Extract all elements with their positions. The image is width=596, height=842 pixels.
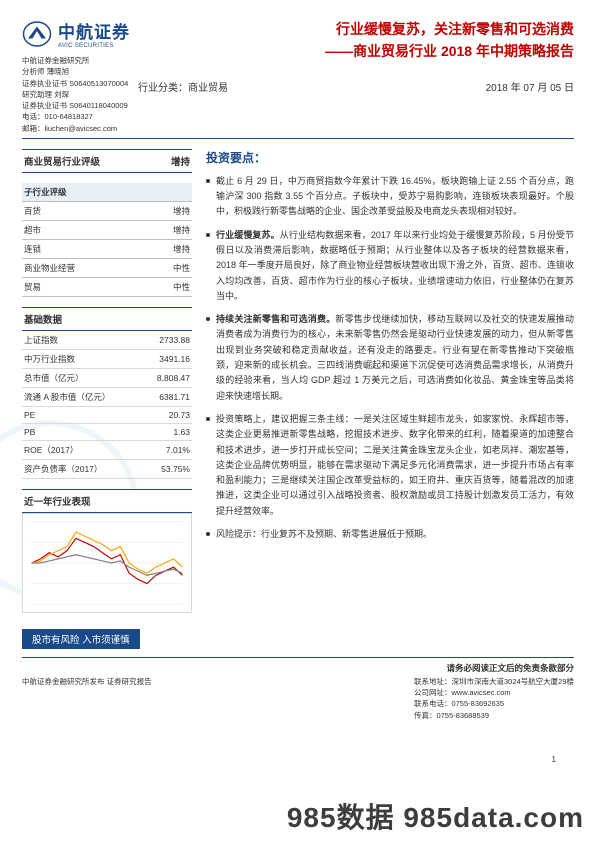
sub-rating-title: 子行业评级	[22, 183, 192, 202]
bullet-item: 行业缓慢复苏。从行业结构数据来看，2017 年以来行业均处于缓慢复苏阶段，5 月…	[206, 228, 574, 304]
industry-rating-value: 增持	[171, 154, 190, 168]
meta-analyst: 分析师 薄晓旭	[22, 66, 130, 77]
basic-data-title: 基础数据	[22, 307, 192, 331]
meta-email: 邮箱：liuchen@avicsec.com	[22, 123, 130, 134]
bullet-text: 持续关注新零售和可选消费。新零售步伐继续加快，移动互联网以及社交的快速发展推动消…	[216, 312, 574, 404]
industry-rating-title: 商业贸易行业评级	[24, 154, 100, 168]
risk-warning-badge: 股市有风险 入市须谨慎	[22, 629, 140, 649]
basic-key: 总市值（亿元）	[22, 368, 143, 387]
bullet-text: 风险提示：行业复苏不及预期、新零售进展低于预期。	[216, 527, 432, 542]
basic-key: PB	[22, 423, 143, 440]
sub-name: 贸易	[22, 277, 145, 296]
industry-classify: 行业分类：商业贸易	[138, 79, 228, 94]
basic-key: PE	[22, 406, 143, 423]
table-row: 商业物业经营中性	[22, 258, 192, 277]
bullet-item: 持续关注新零售和可选消费。新零售步伐继续加快，移动互联网以及社交的快速发展推动消…	[206, 312, 574, 404]
sub-industry-rating-table: 子行业评级 百货增持超市增持连锁增持商业物业经营中性贸易中性	[22, 183, 192, 297]
bullet-text: 投资策略上，建议把握三条主线：一是关注区域生鲜超市龙头，如家家悦、永辉超市等，这…	[216, 412, 574, 519]
footer-publisher: 中航证券金融研究所发布 证券研究报告	[22, 676, 152, 721]
disclaimer-title: 请务必阅读正文后的免责条款部分	[22, 662, 574, 674]
basic-val: 8,808.47	[143, 368, 192, 387]
bullet-item: 风险提示：行业复苏不及预期、新零售进展低于预期。	[206, 527, 574, 542]
table-row: 百货增持	[22, 201, 192, 220]
report-title: 行业缓慢复苏，关注新零售和可选消费 ——商业贸易行业 2018 年中期策略报告 …	[138, 18, 574, 96]
page-number: 1	[552, 755, 556, 764]
bullet-item: 投资策略上，建议把握三条主线：一是关注区域生鲜超市龙头，如家家悦、永辉超市等，这…	[206, 412, 574, 519]
meta-tel: 电话：010-64818327	[22, 111, 130, 122]
meta-cert1: 证券执业证书 S0640513070004	[22, 78, 130, 89]
table-row: 资产负债率（2017）53.75%	[22, 459, 192, 478]
table-row: 中万行业指数3491.16	[22, 349, 192, 368]
bullet-item: 截止 6 月 29 日，中万商贸指数今年累计下跌 16.45%，板块跑输上证 2…	[206, 174, 574, 220]
performance-chart	[22, 513, 192, 613]
basic-key: 流通 A 股市值（亿元）	[22, 387, 143, 406]
basic-key: 上证指数	[22, 331, 143, 350]
sub-name: 连锁	[22, 239, 145, 258]
contact-site: 公司网址：www.avicsec.com	[414, 687, 574, 698]
basic-val: 20.73	[143, 406, 192, 423]
sub-name: 商业物业经营	[22, 258, 145, 277]
basic-key: 资产负债率（2017）	[22, 459, 143, 478]
bullet-dot-icon	[206, 417, 210, 421]
sub-rating: 增持	[145, 201, 192, 220]
sub-rating: 增持	[145, 239, 192, 258]
basic-val: 6381.71	[143, 387, 192, 406]
table-row: 总市值（亿元）8,808.47	[22, 368, 192, 387]
report-date: 2018 年 07 月 05 日	[486, 79, 574, 94]
bullet-text: 行业缓慢复苏。从行业结构数据来看，2017 年以来行业均处于缓慢复苏阶段，5 月…	[216, 228, 574, 304]
basic-data-table: 上证指数2733.88中万行业指数3491.16总市值（亿元）8,808.47流…	[22, 331, 192, 479]
meta-cert2: 证券执业证书 S0640118040009	[22, 100, 130, 111]
table-row: ROE（2017）7.01%	[22, 440, 192, 459]
brand-name-en: AVIC SECURITIES	[58, 43, 130, 49]
sub-rating: 中性	[145, 277, 192, 296]
title-line-2: ——商业贸易行业 2018 年中期策略报告	[138, 40, 574, 62]
basic-val: 3491.16	[143, 349, 192, 368]
sub-name: 百货	[22, 201, 145, 220]
basic-val: 7.01%	[143, 440, 192, 459]
basic-key: 中万行业指数	[22, 349, 143, 368]
sub-rating: 增持	[145, 220, 192, 239]
table-row: 连锁增持	[22, 239, 192, 258]
watermark: 985数据 985data.com	[287, 796, 584, 836]
brand-name-cn: 中航证券	[58, 18, 130, 43]
sub-rating: 中性	[145, 258, 192, 277]
sub-name: 超市	[22, 220, 145, 239]
contact-fax: 传真：0755-83688539	[414, 710, 574, 721]
bullet-dot-icon	[206, 179, 210, 183]
basic-val: 2733.88	[143, 331, 192, 350]
table-row: PB1.63	[22, 423, 192, 440]
bullet-dot-icon	[206, 233, 210, 237]
table-row: 流通 A 股市值（亿元）6381.71	[22, 387, 192, 406]
chart-title: 近一年行业表现	[22, 489, 192, 513]
contact-addr: 联系地址：深圳市深南大道3024号航空大厦29楼	[414, 676, 574, 687]
table-row: 超市增持	[22, 220, 192, 239]
analyst-meta: 中航证券金融研究所 分析师 薄晓旭 证券执业证书 S0640513070004 …	[22, 55, 130, 134]
avic-logo-icon	[22, 20, 52, 48]
bullet-text: 截止 6 月 29 日，中万商贸指数今年累计下跌 16.45%，板块跑输上证 2…	[216, 174, 574, 220]
meta-org: 中航证券金融研究所	[22, 55, 130, 66]
table-row: 贸易中性	[22, 277, 192, 296]
table-row: 上证指数2733.88	[22, 331, 192, 350]
meta-assistant: 研究助理 刘琛	[22, 89, 130, 100]
title-line-1: 行业缓慢复苏，关注新零售和可选消费	[138, 18, 574, 40]
contact-tel: 联系电话：0755-83692635	[414, 698, 574, 709]
footer-contact: 联系地址：深圳市深南大道3024号航空大厦29楼 公司网址：www.avicse…	[414, 676, 574, 721]
basic-val: 53.75%	[143, 459, 192, 478]
industry-rating-header: 商业贸易行业评级 增持	[22, 149, 192, 173]
bullet-dot-icon	[206, 317, 210, 321]
table-row: PE20.73	[22, 406, 192, 423]
brand-logo-block: 中航证券 AVIC SECURITIES	[22, 18, 130, 49]
basic-key: ROE（2017）	[22, 440, 143, 459]
basic-val: 1.63	[143, 423, 192, 440]
investment-heading: 投资要点：	[206, 149, 574, 166]
bullet-dot-icon	[206, 532, 210, 536]
